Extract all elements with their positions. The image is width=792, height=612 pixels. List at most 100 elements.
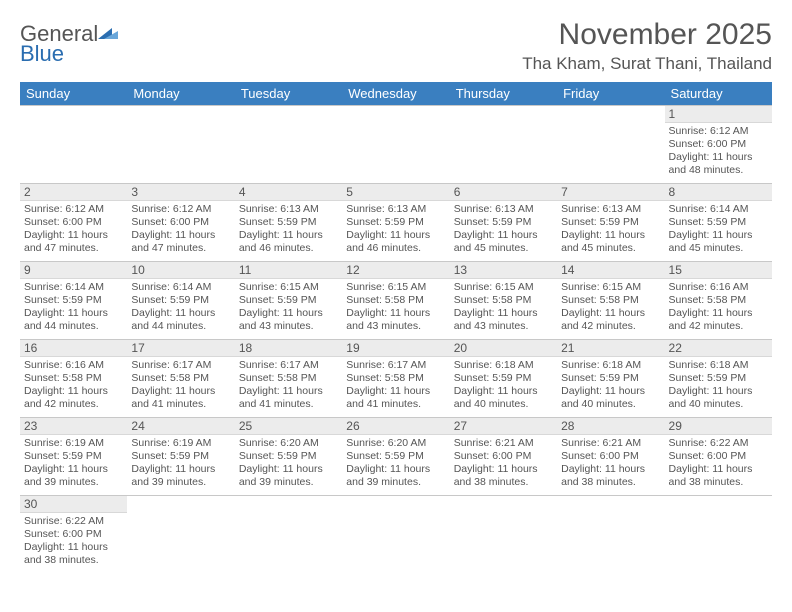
calendar-cell: 5Sunrise: 6:13 AMSunset: 5:59 PMDaylight… bbox=[342, 184, 449, 262]
daylight-line: Daylight: 11 hours and 41 minutes. bbox=[239, 385, 338, 411]
daylight-line: Daylight: 11 hours and 38 minutes. bbox=[454, 463, 553, 489]
calendar-cell: 29Sunrise: 6:22 AMSunset: 6:00 PMDayligh… bbox=[665, 418, 772, 496]
day-body: Sunrise: 6:19 AMSunset: 5:59 PMDaylight:… bbox=[127, 435, 234, 494]
daylight-line: Daylight: 11 hours and 43 minutes. bbox=[239, 307, 338, 333]
calendar-cell: 10Sunrise: 6:14 AMSunset: 5:59 PMDayligh… bbox=[127, 262, 234, 340]
day-number: 14 bbox=[557, 262, 664, 279]
sunset-line: Sunset: 5:59 PM bbox=[24, 294, 123, 307]
day-body: Sunrise: 6:12 AMSunset: 6:00 PMDaylight:… bbox=[127, 201, 234, 260]
sunrise-line: Sunrise: 6:19 AM bbox=[131, 437, 230, 450]
day-number: 7 bbox=[557, 184, 664, 201]
daylight-line: Daylight: 11 hours and 45 minutes. bbox=[454, 229, 553, 255]
sunset-line: Sunset: 5:59 PM bbox=[561, 372, 660, 385]
daylight-line: Daylight: 11 hours and 42 minutes. bbox=[561, 307, 660, 333]
sunset-line: Sunset: 5:59 PM bbox=[346, 216, 445, 229]
daylight-line: Daylight: 11 hours and 46 minutes. bbox=[239, 229, 338, 255]
day-number: 9 bbox=[20, 262, 127, 279]
day-body: Sunrise: 6:14 AMSunset: 5:59 PMDaylight:… bbox=[20, 279, 127, 338]
daylight-line: Daylight: 11 hours and 38 minutes. bbox=[561, 463, 660, 489]
day-number: 2 bbox=[20, 184, 127, 201]
sunrise-line: Sunrise: 6:12 AM bbox=[24, 203, 123, 216]
weekday-header: Sunday bbox=[20, 82, 127, 106]
logo-word2: Blue bbox=[20, 41, 64, 66]
calendar-cell bbox=[235, 106, 342, 184]
weekday-header: Monday bbox=[127, 82, 234, 106]
weekday-header: Thursday bbox=[450, 82, 557, 106]
sunset-line: Sunset: 5:59 PM bbox=[131, 294, 230, 307]
sunset-line: Sunset: 5:58 PM bbox=[346, 372, 445, 385]
daylight-line: Daylight: 11 hours and 38 minutes. bbox=[24, 541, 123, 567]
sunrise-line: Sunrise: 6:20 AM bbox=[239, 437, 338, 450]
calendar-cell: 23Sunrise: 6:19 AMSunset: 5:59 PMDayligh… bbox=[20, 418, 127, 496]
day-number: 25 bbox=[235, 418, 342, 435]
sunset-line: Sunset: 5:58 PM bbox=[346, 294, 445, 307]
daylight-line: Daylight: 11 hours and 39 minutes. bbox=[24, 463, 123, 489]
title-block: November 2025 Tha Kham, Surat Thani, Tha… bbox=[522, 18, 772, 74]
day-number: 28 bbox=[557, 418, 664, 435]
day-number: 3 bbox=[127, 184, 234, 201]
calendar-cell: 13Sunrise: 6:15 AMSunset: 5:58 PMDayligh… bbox=[450, 262, 557, 340]
sunrise-line: Sunrise: 6:21 AM bbox=[561, 437, 660, 450]
day-body: Sunrise: 6:21 AMSunset: 6:00 PMDaylight:… bbox=[450, 435, 557, 494]
day-body: Sunrise: 6:12 AMSunset: 6:00 PMDaylight:… bbox=[20, 201, 127, 260]
sunrise-line: Sunrise: 6:21 AM bbox=[454, 437, 553, 450]
calendar-cell: 7Sunrise: 6:13 AMSunset: 5:59 PMDaylight… bbox=[557, 184, 664, 262]
day-number: 8 bbox=[665, 184, 772, 201]
day-number: 15 bbox=[665, 262, 772, 279]
daylight-line: Daylight: 11 hours and 41 minutes. bbox=[131, 385, 230, 411]
day-body: Sunrise: 6:15 AMSunset: 5:58 PMDaylight:… bbox=[450, 279, 557, 338]
sunset-line: Sunset: 5:58 PM bbox=[561, 294, 660, 307]
day-body: Sunrise: 6:15 AMSunset: 5:58 PMDaylight:… bbox=[342, 279, 449, 338]
sunrise-line: Sunrise: 6:14 AM bbox=[669, 203, 768, 216]
sunset-line: Sunset: 6:00 PM bbox=[669, 450, 768, 463]
day-number: 12 bbox=[342, 262, 449, 279]
sunrise-line: Sunrise: 6:17 AM bbox=[131, 359, 230, 372]
sunrise-line: Sunrise: 6:14 AM bbox=[131, 281, 230, 294]
calendar-cell: 19Sunrise: 6:17 AMSunset: 5:58 PMDayligh… bbox=[342, 340, 449, 418]
day-body: Sunrise: 6:22 AMSunset: 6:00 PMDaylight:… bbox=[665, 435, 772, 494]
sunset-line: Sunset: 5:59 PM bbox=[239, 450, 338, 463]
sunset-line: Sunset: 6:00 PM bbox=[24, 528, 123, 541]
sunrise-line: Sunrise: 6:16 AM bbox=[24, 359, 123, 372]
day-number: 27 bbox=[450, 418, 557, 435]
day-number: 19 bbox=[342, 340, 449, 357]
calendar-head: SundayMondayTuesdayWednesdayThursdayFrid… bbox=[20, 82, 772, 106]
day-number: 18 bbox=[235, 340, 342, 357]
calendar-cell bbox=[665, 496, 772, 574]
calendar-cell: 9Sunrise: 6:14 AMSunset: 5:59 PMDaylight… bbox=[20, 262, 127, 340]
day-body: Sunrise: 6:12 AMSunset: 6:00 PMDaylight:… bbox=[665, 123, 772, 182]
day-number: 22 bbox=[665, 340, 772, 357]
calendar-cell: 14Sunrise: 6:15 AMSunset: 5:58 PMDayligh… bbox=[557, 262, 664, 340]
day-number: 24 bbox=[127, 418, 234, 435]
day-number: 21 bbox=[557, 340, 664, 357]
day-number: 5 bbox=[342, 184, 449, 201]
weekday-header: Friday bbox=[557, 82, 664, 106]
flag-icon bbox=[98, 24, 120, 44]
sunrise-line: Sunrise: 6:15 AM bbox=[346, 281, 445, 294]
daylight-line: Daylight: 11 hours and 48 minutes. bbox=[669, 151, 768, 177]
day-body: Sunrise: 6:22 AMSunset: 6:00 PMDaylight:… bbox=[20, 513, 127, 572]
sunset-line: Sunset: 6:00 PM bbox=[454, 450, 553, 463]
sunset-line: Sunset: 5:59 PM bbox=[239, 216, 338, 229]
calendar-cell bbox=[342, 496, 449, 574]
sunrise-line: Sunrise: 6:15 AM bbox=[454, 281, 553, 294]
sunrise-line: Sunrise: 6:19 AM bbox=[24, 437, 123, 450]
sunrise-line: Sunrise: 6:18 AM bbox=[454, 359, 553, 372]
month-title: November 2025 bbox=[522, 18, 772, 52]
sunset-line: Sunset: 6:00 PM bbox=[131, 216, 230, 229]
logo: General Blue bbox=[20, 18, 120, 64]
day-body: Sunrise: 6:18 AMSunset: 5:59 PMDaylight:… bbox=[557, 357, 664, 416]
calendar-table: SundayMondayTuesdayWednesdayThursdayFrid… bbox=[20, 82, 772, 574]
calendar-cell bbox=[450, 106, 557, 184]
weekday-header: Wednesday bbox=[342, 82, 449, 106]
calendar-cell: 8Sunrise: 6:14 AMSunset: 5:59 PMDaylight… bbox=[665, 184, 772, 262]
calendar-cell: 3Sunrise: 6:12 AMSunset: 6:00 PMDaylight… bbox=[127, 184, 234, 262]
sunset-line: Sunset: 5:58 PM bbox=[24, 372, 123, 385]
daylight-line: Daylight: 11 hours and 40 minutes. bbox=[561, 385, 660, 411]
day-body: Sunrise: 6:18 AMSunset: 5:59 PMDaylight:… bbox=[450, 357, 557, 416]
calendar-cell: 4Sunrise: 6:13 AMSunset: 5:59 PMDaylight… bbox=[235, 184, 342, 262]
daylight-line: Daylight: 11 hours and 43 minutes. bbox=[454, 307, 553, 333]
daylight-line: Daylight: 11 hours and 40 minutes. bbox=[454, 385, 553, 411]
day-body: Sunrise: 6:15 AMSunset: 5:58 PMDaylight:… bbox=[557, 279, 664, 338]
day-body: Sunrise: 6:14 AMSunset: 5:59 PMDaylight:… bbox=[127, 279, 234, 338]
